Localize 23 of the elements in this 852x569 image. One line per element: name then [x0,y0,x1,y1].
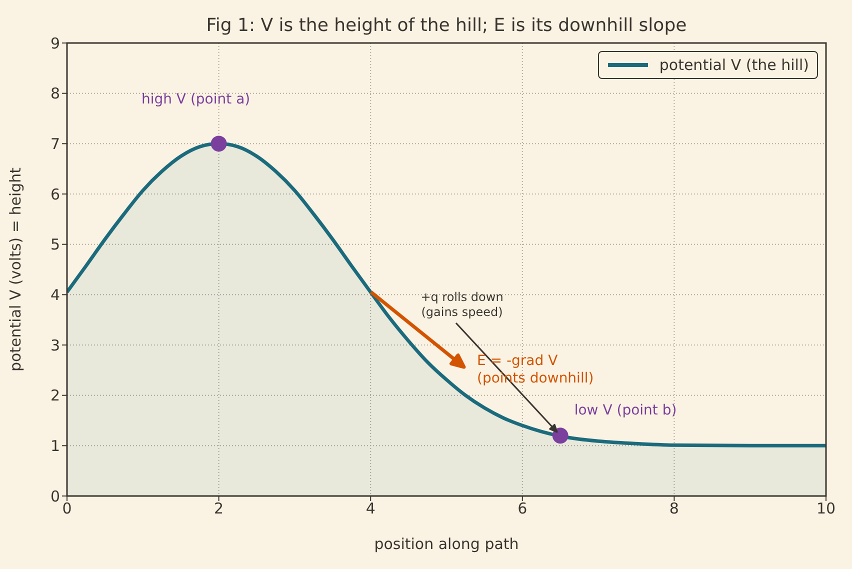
y-tick-label: 9 [50,34,60,52]
y-tick-label: 6 [50,185,60,204]
y-tick-label: 5 [50,236,60,254]
legend-label: potential V (the hill) [659,56,809,74]
x-tick-label: 4 [366,500,376,518]
chart-title: Fig 1: V is the height of the hill; E is its downhill slope [206,15,687,36]
annotation: low V (point b) [574,402,677,419]
y-tick-label: 2 [50,386,60,405]
y-tick-label: 8 [50,84,60,103]
x-axis-title: position along path [374,535,519,553]
x-tick-label: 0 [62,500,72,518]
x-tick-label: 8 [669,500,679,518]
y-tick-label: 1 [50,436,60,455]
x-tick-label: 10 [816,500,836,518]
y-axis-title: potential V (volts) = height [6,167,24,372]
y-tick-label: 7 [50,134,60,153]
y-tick-label: 4 [50,286,60,304]
x-tick-label: 2 [214,500,224,518]
y-tick-label: 3 [50,336,60,354]
x-tick-label: 6 [518,500,528,518]
annotation: high V (point a) [141,92,250,108]
y-tick-label: 0 [50,487,60,506]
annotation: +q rolls down (gains speed) [420,290,504,319]
